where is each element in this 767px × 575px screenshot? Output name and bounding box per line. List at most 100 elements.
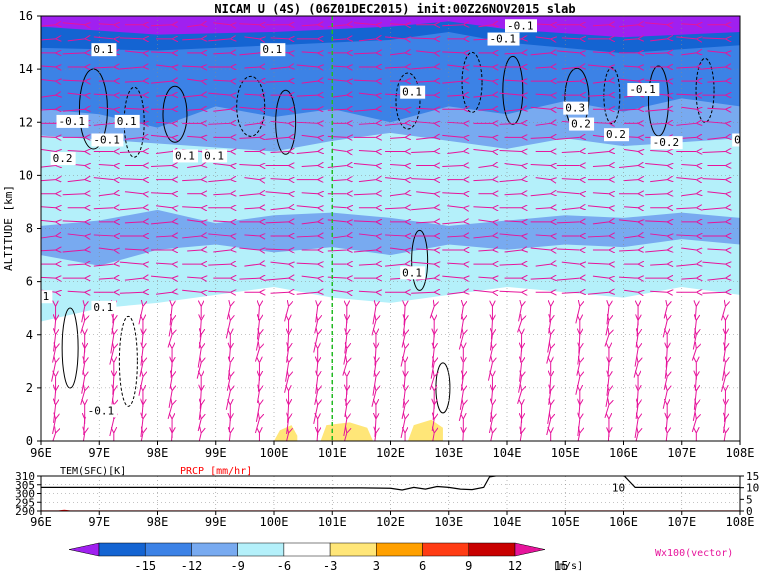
wind-vector [576,363,580,376]
wind-vector [119,179,143,180]
wind-vector [270,38,289,39]
wind-vector [239,248,259,250]
wind-vector [473,95,492,97]
wind-vector [663,306,667,319]
wind-vector [314,320,318,334]
wind-vector [442,135,463,137]
main-panel: 0.1 0.10.1-0.1-0.1-0.10.30.20.2-0.2 0.1-0.… [2,9,754,460]
wind-vector [109,419,114,437]
wind-vector [41,180,56,181]
wind-vector [478,277,492,278]
wind-vector [80,320,85,334]
wind-vector [691,419,696,433]
wind-vector [587,206,609,208]
wind-vector [124,278,143,280]
colorbar-tick-label: -12 [181,559,203,573]
contour-label-bg [114,114,140,128]
contour-label: -0.1 [88,404,115,417]
temperature-legend: TEM(SFC)[K] [60,466,126,477]
wind-vector [41,207,56,208]
wind-vector [401,405,405,419]
wind-vector [41,25,56,27]
wind-vector [228,363,230,380]
wind-vector [182,180,201,181]
contour-label-bg [50,152,76,166]
wind-vector [504,109,522,111]
wind-vector [458,405,463,421]
contour-loop [695,57,715,123]
y-tick-label: 4 [26,328,33,342]
wind-vector [681,107,696,109]
wind-vector [607,377,609,396]
wind-vector [93,37,114,39]
wind-vector [208,180,230,182]
wind-vector [447,95,463,96]
wind-vector [411,292,434,293]
wind-vector [488,419,492,434]
wind-vector [662,320,667,338]
surface-x-tick-label: 96E [30,515,52,529]
wind-vector [228,433,230,441]
wind-vector [82,363,85,375]
wind-vector [372,306,376,325]
wind-vector [442,276,463,278]
wind-vector [265,192,289,194]
contour-label-bg [172,149,198,163]
wind-vector [561,208,580,210]
wind-vector [168,320,172,337]
wind-vector [676,235,696,236]
wind-vector [225,320,230,339]
wind-vector [270,262,289,264]
surface-left-tick-label: 300 [15,488,35,501]
wind-vector [530,278,551,279]
wind-vector [313,405,318,424]
wind-vector [578,419,580,437]
wind-vector [681,137,696,138]
wind-vector [416,137,434,139]
wind-vector [62,80,85,81]
wind-vector [681,53,696,55]
wind-vector [530,248,551,250]
wind-vector [170,306,172,326]
wind-vector [226,306,230,320]
contour-loop [502,55,524,125]
wind-vector [200,320,201,338]
wind-vector [371,320,376,336]
colorbar-tick-label: 15 [554,559,568,573]
wind-vector [530,194,551,196]
wind-vector [478,79,492,81]
wind-vector [187,25,201,27]
wind-vector [691,349,696,361]
x-tick-label: 96E [30,446,52,460]
wind-vector [288,334,289,352]
wind-vector [549,320,551,334]
wind-vector [676,178,696,180]
x-tick-label: 101E [318,446,347,460]
colorbar-box [144,542,192,557]
wind-vector [265,81,289,82]
wind-vector [592,81,609,83]
wind-vector [635,433,638,441]
wind-vector [645,221,667,222]
wind-vector [156,292,172,294]
wind-vector [67,150,85,151]
wind-vector [389,194,405,196]
contour-label-bg [400,85,426,99]
contour-label-bg [400,266,426,280]
precip-legend: PRCP [mm/hr] [180,466,252,477]
wind-vector [41,220,56,222]
wind-vector [213,221,230,222]
wind-vector [430,363,434,379]
wind-vector [695,306,696,320]
wind-vector [619,220,638,222]
wind-vector [645,53,667,54]
wind-vector [270,292,289,293]
wind-vector [442,222,463,224]
wind-vector [549,391,551,405]
wind-vector [301,135,318,137]
wind-vector [676,37,696,39]
wind-vector [301,25,318,26]
wind-vector [473,66,492,67]
